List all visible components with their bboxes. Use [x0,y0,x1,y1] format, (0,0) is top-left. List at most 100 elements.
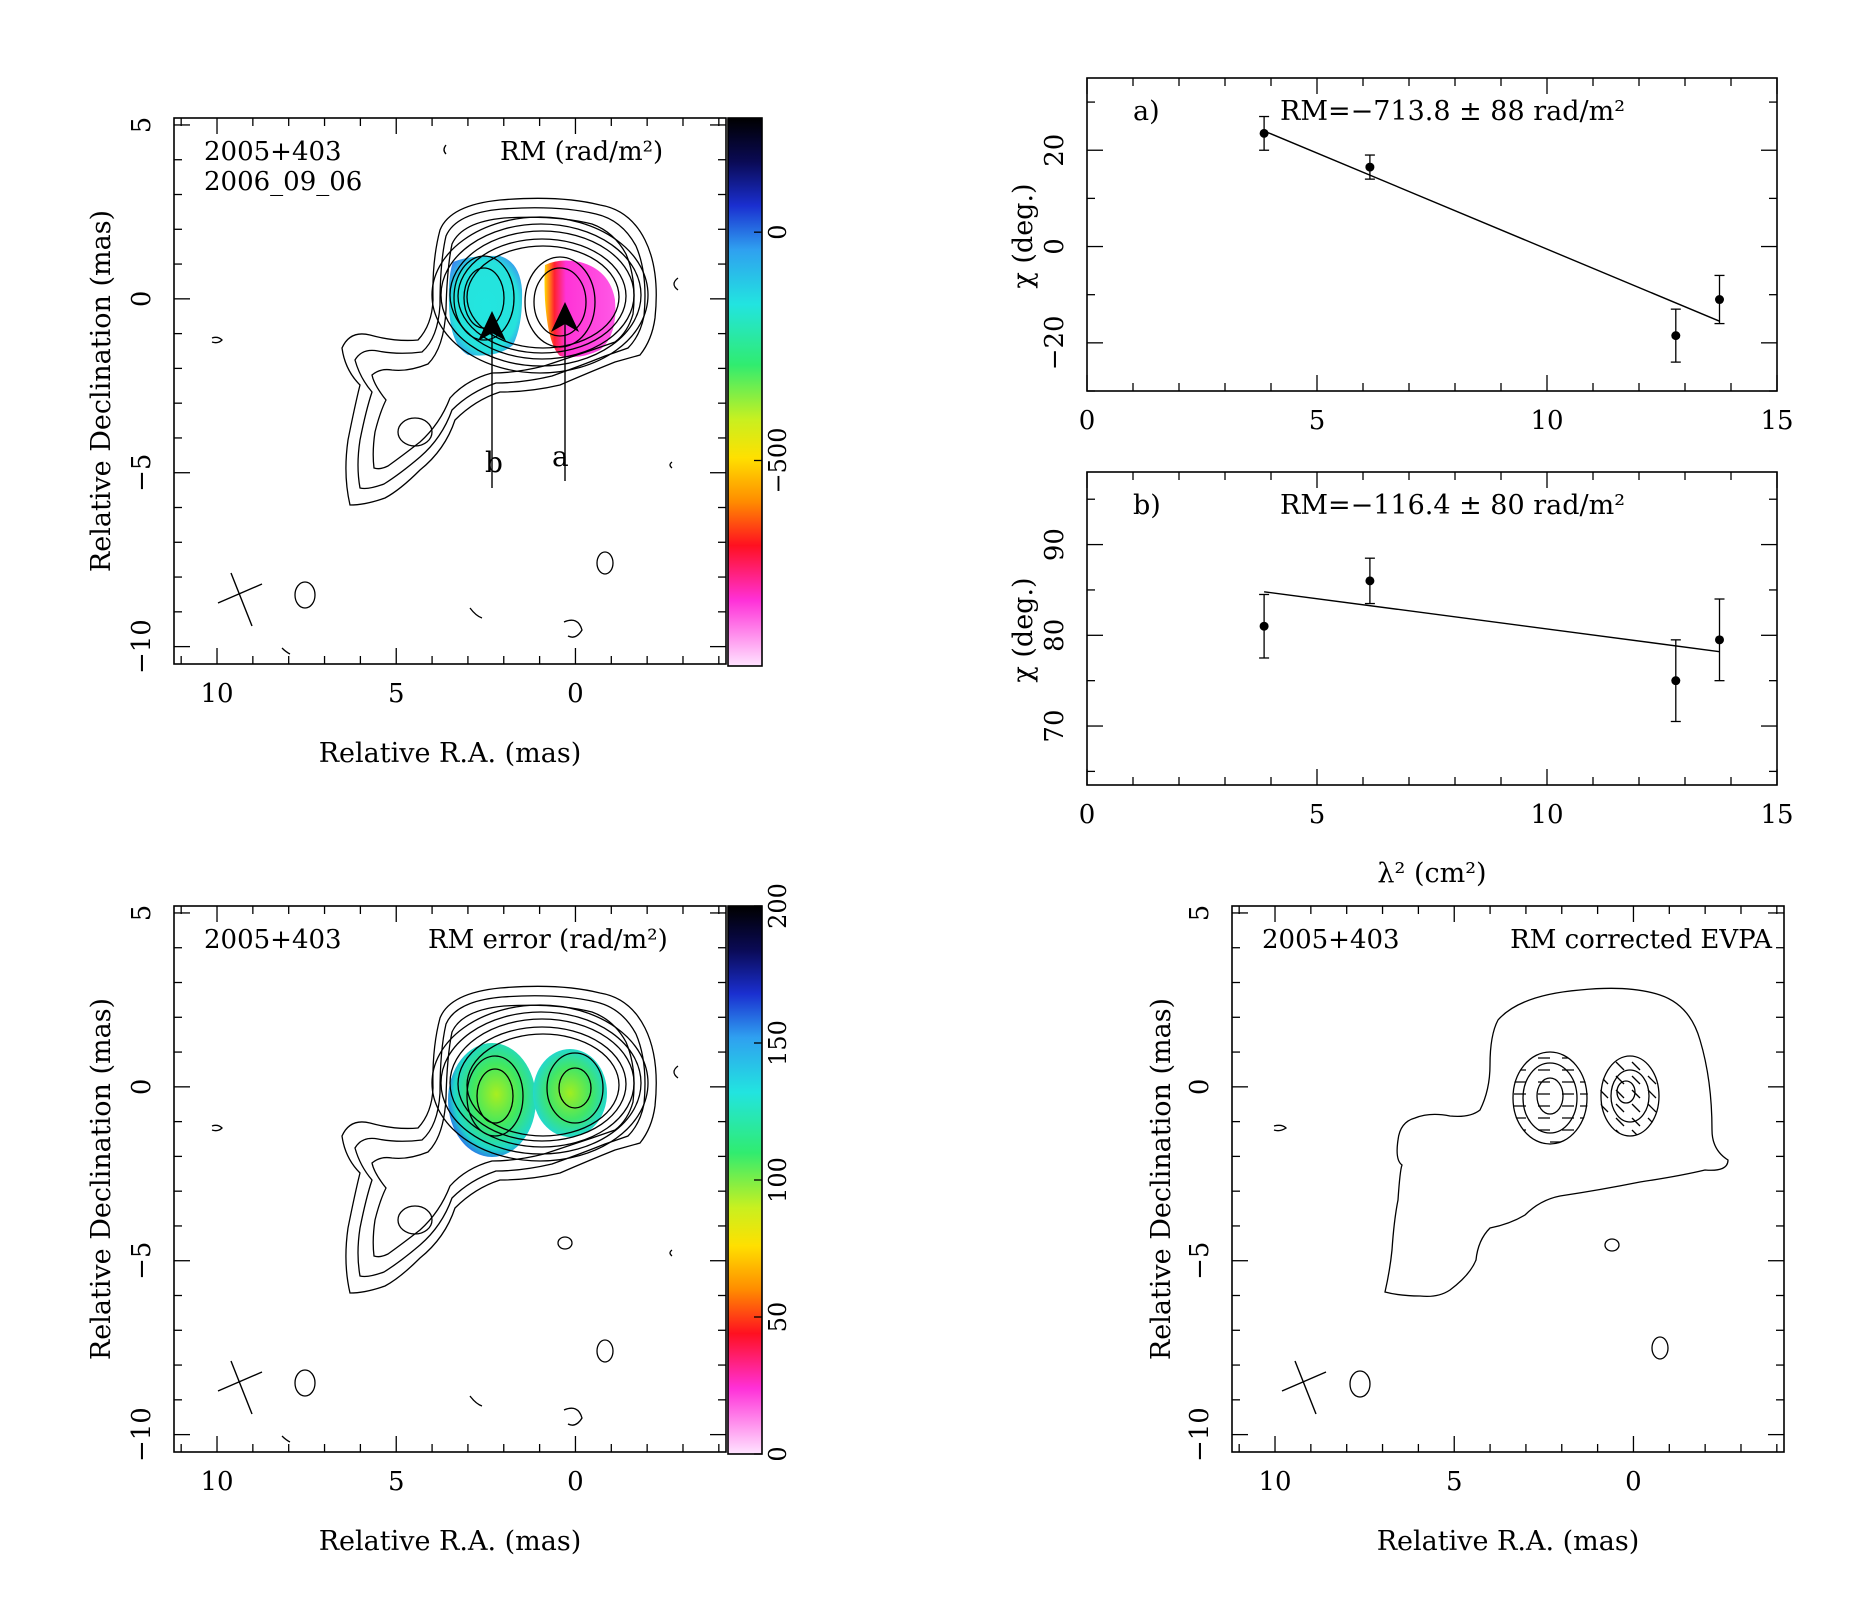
x-tick-label: 15 [1760,800,1793,830]
evpa-frame [1231,905,1785,1453]
data-point [1715,635,1724,645]
marker-label-a: a [552,440,569,473]
rm-map-panel: b a 2005+403 2006_09_06 RM (rad/m²) 10 5 0… [86,117,792,769]
evpa-beam [1281,1360,1327,1415]
rm-error-x-ticks: 10 5 0 [180,906,720,1497]
y-tick-label: −10 [127,619,157,674]
fit-a-marks [1259,115,1725,363]
fit-b-ticks: 0 5 10 15 90 80 70 [1040,472,1794,830]
x-tick-label: 0 [567,1467,584,1497]
fit-b-panel-label: b) [1133,490,1161,521]
y-tick-label: 70 [1040,709,1070,742]
y-tick-label: 0 [127,1079,157,1096]
y-tick-label: −5 [127,1242,157,1280]
x-tick-label: 0 [567,679,584,709]
rm-map-epoch-label: 2006_09_06 [204,167,362,197]
rm-map-xlabel: Relative R.A. (mas) [319,738,582,769]
x-tick-label: 5 [1309,406,1326,436]
x-tick-label: 10 [200,679,233,709]
data-point [1259,621,1269,631]
fit-b-annotation: RM=−116.4 ± 80 rad/m² [1280,490,1625,521]
x-tick-label: 0 [1079,406,1096,436]
evpa-title: RM corrected EVPA [1510,925,1773,955]
data-point [1365,576,1375,586]
x-tick-label: 10 [200,1467,233,1497]
fit-b-ylabel: χ (deg.) [1008,577,1039,682]
rm-error-beam [217,1360,263,1415]
rm-error-xlabel: Relative R.A. (mas) [319,1526,582,1557]
rm-error-contours [211,985,679,1443]
fit-b-frame [1086,471,1778,786]
rm-map-ylabel: Relative Declination (mas) [86,210,117,572]
colorbar-tick-label: 150 [764,1020,792,1066]
rm-error-source-label: 2005+403 [204,925,342,955]
rm-map-frame [173,117,727,665]
fit-a-frame [1086,77,1778,392]
fit-a-panel: 0 5 10 15 20 0 −20 a) RM=−713.8 ± 88 rad/m² χ … [1008,77,1794,436]
rm-error-ylabel: Relative Declination (mas) [86,998,117,1360]
rm-map-contours [211,144,679,655]
x-tick-label: 10 [1530,406,1563,436]
data-point [1671,676,1681,686]
y-tick-label: 80 [1040,619,1070,652]
y-tick-label: 0 [127,291,157,308]
data-point [1365,162,1375,172]
evpa-ylabel: Relative Declination (mas) [1146,998,1177,1360]
evpa-xlabel: Relative R.A. (mas) [1377,1526,1640,1557]
y-tick-label: 5 [127,117,157,134]
y-tick-label: 0 [1185,1079,1215,1096]
fit-a-ylabel: χ (deg.) [1008,183,1039,288]
x-tick-label: 10 [1530,800,1563,830]
y-tick-label: 5 [127,905,157,922]
y-tick-label: −5 [127,454,157,492]
x-tick-label: 15 [1760,406,1793,436]
colorbar-tick-label: 0 [764,1446,792,1461]
fit-line [1264,591,1720,653]
y-tick-label: 5 [1185,905,1215,922]
colorbar-tick-label: 0 [764,225,792,240]
rm-map-colorbar-ticks: 0 −500 [754,225,792,494]
x-tick-label: 5 [388,679,405,709]
evpa-x-ticks: 10 5 0 [1238,906,1778,1497]
y-tick-label: −5 [1185,1242,1215,1280]
colorbar-tick-label: −500 [764,428,792,494]
fit-b-marks [1259,557,1725,723]
y-tick-label: −20 [1040,315,1070,370]
y-tick-label: −10 [1185,1407,1215,1462]
colorbar-tick-label: 50 [764,1302,792,1333]
fit-line [1263,130,1720,322]
rm-error-colorbar-ticks: 200 150 100 50 0 [754,883,792,1462]
evpa-contours [1273,987,1729,1398]
evpa-y-ticks: 5 0 −5 −10 [1185,905,1784,1462]
y-tick-label: −10 [127,1407,157,1462]
rm-map-x-ticks: 10 5 0 [180,118,720,709]
x-tick-label: 5 [1446,1467,1463,1497]
fit-a-ticks: 0 5 10 15 20 0 −20 [1040,78,1794,436]
colorbar-tick-label: 200 [764,883,792,929]
data-point [1715,295,1724,305]
x-tick-label: 0 [1079,800,1096,830]
rm-map-title: RM (rad/m²) [500,137,663,167]
data-point [1259,128,1269,138]
fit-b-xlabel: λ² (cm²) [1377,858,1486,889]
rm-error-title: RM error (rad/m²) [428,925,668,955]
fit-a-annotation: RM=−713.8 ± 88 rad/m² [1280,96,1625,127]
data-point [1671,331,1681,341]
evpa-map-panel: 2005+403 RM corrected EVPA 10 5 0 50−5−10 … [1146,905,1785,1557]
rm-map-colorbar [728,118,762,666]
fit-b-panel: 0 5 10 15 90 80 70 b) RM=−116.4 ± 80 rad/m² χ … [1008,471,1794,889]
evpa-source-label: 2005+403 [1262,925,1400,955]
y-tick-label: 20 [1040,134,1070,167]
x-tick-label: 10 [1258,1467,1291,1497]
fit-a-panel-label: a) [1133,96,1160,127]
y-tick-label: 0 [1040,238,1070,255]
x-tick-label: 0 [1625,1467,1642,1497]
rm-error-y-ticks: 5 0 −5 −10 [127,905,726,1462]
rm-map-y-ticks: 5 0 −5 −10 [127,117,726,674]
rm-map-marker-lines [478,302,579,488]
x-tick-label: 5 [388,1467,405,1497]
colorbar-tick-label: 100 [764,1157,792,1203]
rm-error-frame [173,905,727,1453]
rm-map-beam [217,572,263,627]
